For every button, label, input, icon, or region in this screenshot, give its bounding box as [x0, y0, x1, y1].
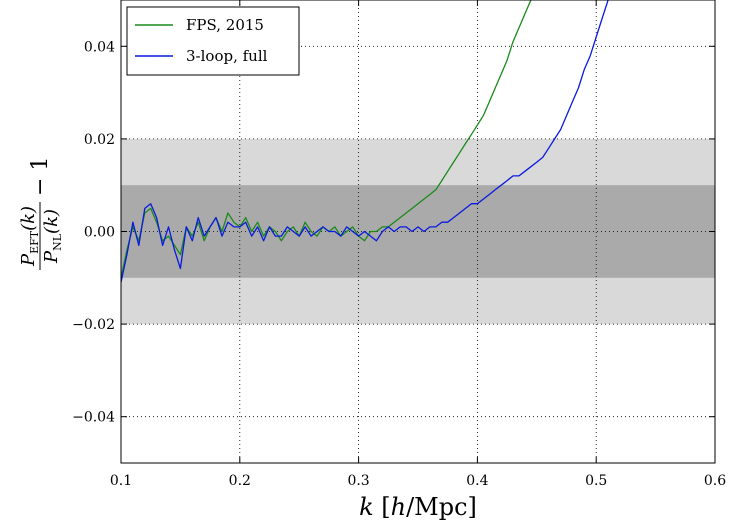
grid-lines	[121, 0, 715, 463]
y-tick-label: −0.02	[72, 317, 115, 333]
x-tick-labels: 0.1 0.2 0.3 0.4 0.5 0.6	[110, 473, 726, 489]
x-axis-label: k [h/Mpc]	[359, 493, 477, 521]
x-tick-label: 0.5	[585, 473, 607, 489]
legend-box	[126, 6, 300, 76]
series-lines	[121, 0, 609, 283]
y-tick-label: −0.04	[72, 410, 115, 426]
y-tick-label: 0.02	[84, 132, 115, 148]
x-tick-label: 0.1	[110, 473, 132, 489]
legend-label-fps-2015: FPS, 2015	[186, 16, 264, 34]
y-label-suffix: − 1	[28, 157, 53, 196]
y-tick-label: 0.04	[84, 39, 115, 55]
legend: FPS, 2015 3-loop, full	[126, 6, 300, 76]
series-line-1	[121, 0, 609, 283]
x-tick-label: 0.3	[347, 473, 369, 489]
y-tick-labels: −0.04 −0.02 0.00 0.02 0.04	[72, 39, 115, 425]
x-tick-label: 0.2	[229, 473, 251, 489]
y-label-denominator: PNL(k)	[41, 209, 64, 264]
y-axis-label: PEFT(k) PNL(k) − 1	[18, 157, 64, 270]
legend-label-3-loop-full: 3-loop, full	[186, 47, 268, 65]
axis-ticks	[120, 0, 716, 463]
x-tick-label: 0.6	[704, 473, 726, 489]
y-tick-label: 0.00	[84, 225, 115, 241]
x-tick-label: 0.4	[466, 473, 488, 489]
y-label-numerator: PEFT(k)	[18, 206, 41, 267]
